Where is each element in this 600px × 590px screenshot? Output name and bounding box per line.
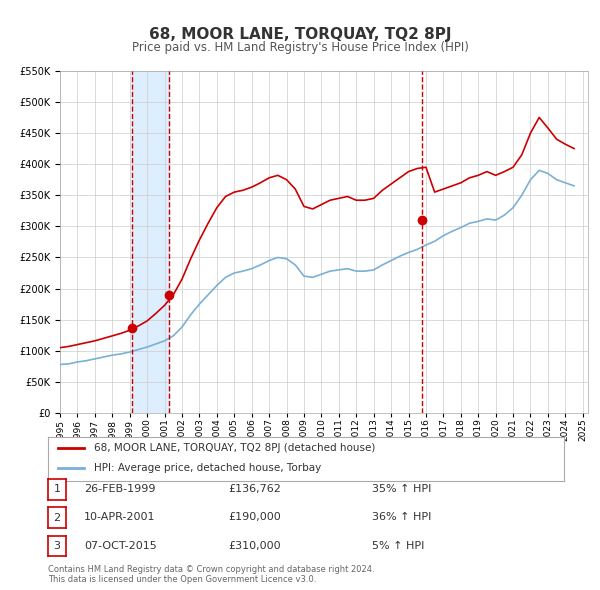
Bar [133,71,169,413]
Text: 1: 1 [53,484,61,494]
Text: 07-OCT-2015: 07-OCT-2015 [84,541,157,550]
Text: £310,000: £310,000 [228,541,281,550]
Text: HPI: Average price, detached house, Torbay: HPI: Average price, detached house, Torb… [94,464,322,473]
Text: Price paid vs. HM Land Registry's House Price Index (HPI): Price paid vs. HM Land Registry's House … [131,41,469,54]
Text: 68, MOOR LANE, TORQUAY, TQ2 8PJ (detached house): 68, MOOR LANE, TORQUAY, TQ2 8PJ (detache… [94,442,376,453]
Text: 26-FEB-1999: 26-FEB-1999 [84,484,155,494]
Text: £190,000: £190,000 [228,513,281,522]
Text: £136,762: £136,762 [228,484,281,494]
Text: 2: 2 [53,513,61,523]
Text: 68, MOOR LANE, TORQUAY, TQ2 8PJ: 68, MOOR LANE, TORQUAY, TQ2 8PJ [149,27,451,41]
Text: 3: 3 [53,541,61,551]
Text: 35% ↑ HPI: 35% ↑ HPI [372,484,431,494]
Text: 5% ↑ HPI: 5% ↑ HPI [372,541,424,550]
Text: 10-APR-2001: 10-APR-2001 [84,513,155,522]
Text: 36% ↑ HPI: 36% ↑ HPI [372,513,431,522]
Text: Contains HM Land Registry data © Crown copyright and database right 2024.
This d: Contains HM Land Registry data © Crown c… [48,565,374,584]
